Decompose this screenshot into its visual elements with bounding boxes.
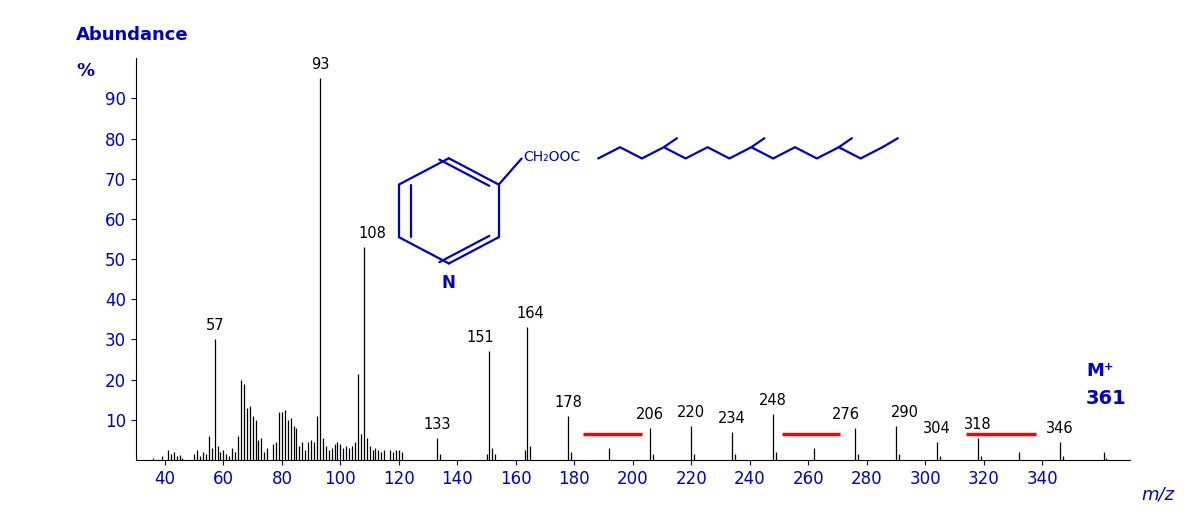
Text: 108: 108 [359, 226, 386, 241]
Text: 304: 304 [923, 421, 951, 436]
Text: 151: 151 [467, 330, 495, 346]
Text: 206: 206 [636, 407, 665, 422]
Text: 57: 57 [206, 319, 224, 333]
Text: %: % [76, 62, 94, 80]
Text: 361: 361 [1086, 388, 1127, 408]
Text: 178: 178 [554, 395, 583, 410]
Text: 276: 276 [832, 407, 860, 422]
Text: N: N [442, 273, 455, 292]
Text: 248: 248 [759, 393, 787, 408]
Text: m/z: m/z [1141, 486, 1175, 504]
Text: 133: 133 [423, 417, 451, 432]
Text: 318: 318 [964, 417, 992, 432]
Text: 93: 93 [310, 57, 329, 72]
Text: CH₂OOC: CH₂OOC [523, 151, 580, 164]
Text: 220: 220 [678, 405, 705, 420]
Text: 234: 234 [718, 411, 746, 426]
Text: 290: 290 [891, 405, 919, 420]
Text: 346: 346 [1046, 421, 1074, 436]
Text: M⁺: M⁺ [1086, 361, 1113, 379]
Text: Abundance: Abundance [76, 26, 189, 44]
Text: 164: 164 [516, 306, 545, 321]
